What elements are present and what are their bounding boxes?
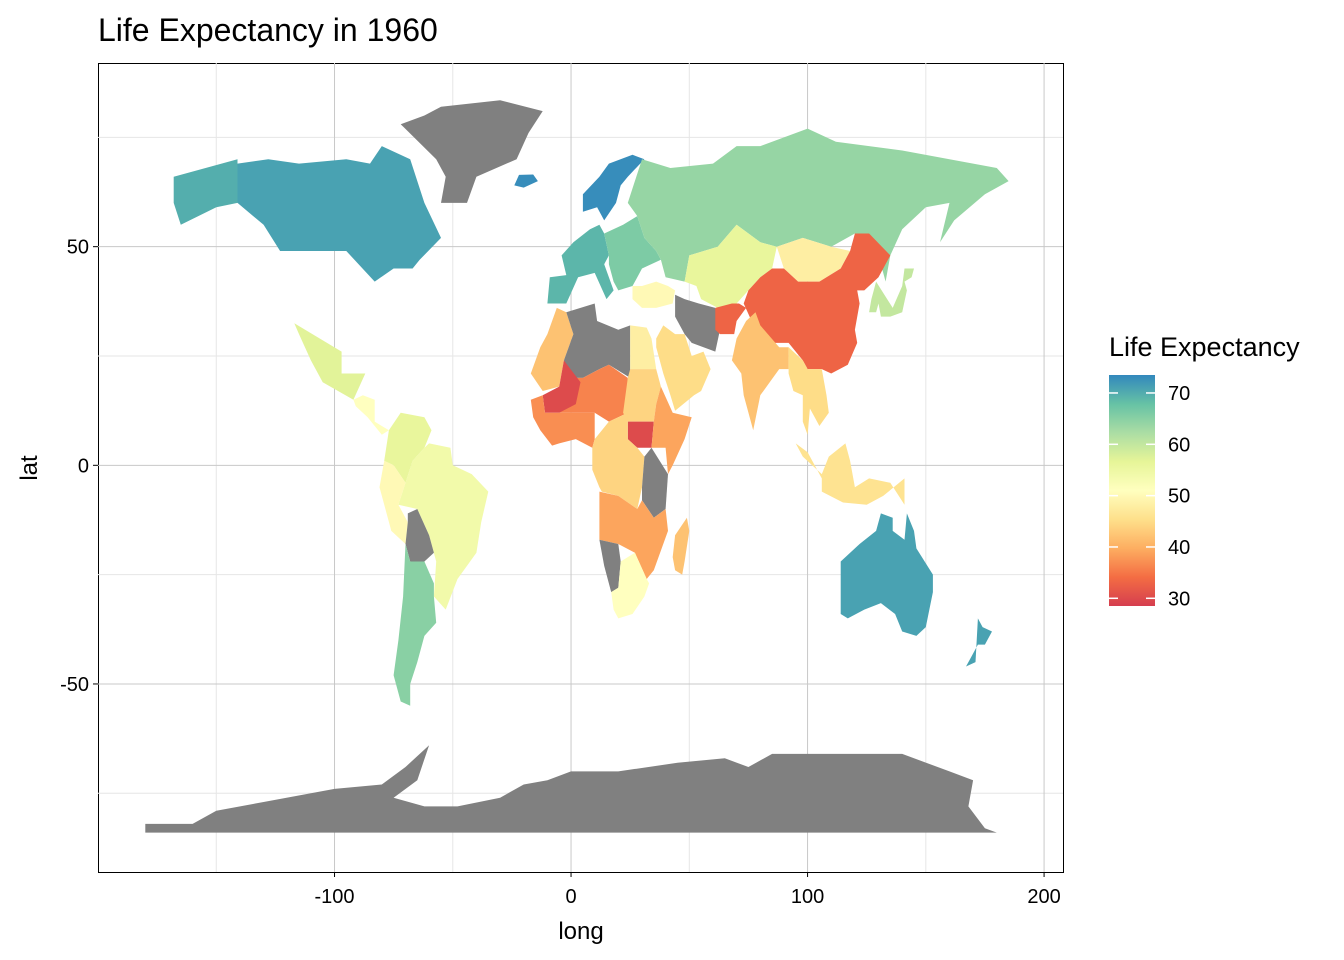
legend-title: Life Expectancy [1109, 332, 1300, 362]
region-ussr [627, 128, 1009, 282]
region-brazil [398, 443, 489, 610]
region-kazakhstan-central-asia [684, 224, 777, 308]
region-mali [542, 360, 581, 413]
region-mexico [294, 323, 366, 400]
region-sudan [623, 369, 661, 422]
region-south-sudan [627, 421, 654, 448]
region-southern-africa [611, 552, 650, 619]
y-tick-label: 0 [78, 455, 89, 477]
region-australia [840, 513, 933, 636]
region-usa [173, 159, 238, 225]
region-venezuela-colombia [384, 412, 432, 483]
region-antarctica [145, 745, 997, 833]
region-iceland [514, 174, 538, 188]
region-central-africa [592, 412, 645, 509]
region-andean-coast [379, 460, 408, 544]
y-tick-label: -50 [60, 674, 89, 696]
region-eastern-europe [604, 216, 661, 291]
legend-tick-label: 70 [1168, 383, 1190, 405]
region-afghanistan [715, 303, 747, 335]
region-scandinavia [582, 154, 645, 221]
chart-title: Life Expectancy in 1960 [98, 12, 438, 48]
region-myanmar-thailand [788, 347, 829, 435]
y-axis-label: lat [16, 455, 43, 481]
legend-tick-label: 50 [1168, 486, 1190, 508]
legend: 70 60 50 40 30 [1109, 375, 1190, 610]
region-horn-of-africa [651, 386, 692, 475]
legend-tick-label: 60 [1168, 434, 1190, 456]
region-central-america [353, 395, 389, 435]
region-east-africa [642, 447, 668, 518]
x-tick-label: 100 [791, 886, 824, 908]
region-canada [237, 146, 441, 282]
x-tick-label: 200 [1027, 886, 1060, 908]
region-west-africa-coast [530, 395, 595, 448]
region-western-europe [547, 224, 614, 304]
region-greenland [400, 100, 543, 203]
region-namibia [599, 539, 621, 593]
legend-tick-label: 40 [1168, 537, 1190, 559]
region-korea-japan [869, 268, 914, 317]
region-turkey [632, 281, 676, 308]
region-north-west-africa [530, 307, 574, 391]
x-tick-label: 0 [565, 886, 576, 908]
legend-colorbar [1109, 375, 1155, 606]
region-madagascar [672, 517, 690, 575]
region-arabian-peninsula [656, 325, 711, 411]
map-regions [145, 100, 1009, 833]
y-tick-label: 50 [67, 237, 89, 259]
legend-tick-label: 30 [1168, 588, 1190, 610]
region-india [731, 312, 789, 431]
region-egypt [630, 325, 657, 370]
region-bolivia [405, 509, 434, 562]
region-mongolia [776, 237, 851, 282]
region-libya-algeria [563, 303, 631, 378]
x-tick-label: -100 [315, 886, 355, 908]
region-indonesia [795, 443, 905, 505]
region-argentina [393, 544, 437, 706]
region-china [743, 233, 891, 374]
region-iran [675, 294, 720, 352]
y-axis-ticks: -50 0 50 [60, 237, 98, 696]
region-angola-zambia [599, 491, 668, 579]
x-axis-label: long [558, 918, 603, 945]
region-new-zealand [966, 618, 992, 667]
x-axis-ticks: -100 0 100 200 [315, 872, 1061, 908]
